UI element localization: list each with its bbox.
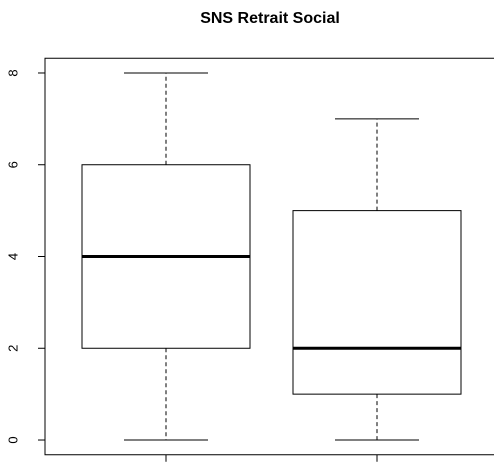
y-tick-label: 2 [5,345,20,352]
chart-title: SNS Retrait Social [200,10,340,27]
y-tick-label: 0 [5,436,20,443]
box [292,210,462,395]
y-tick-label: 6 [5,161,20,168]
y-tick-label: 8 [5,69,20,76]
y-tick-label: 4 [5,253,20,260]
